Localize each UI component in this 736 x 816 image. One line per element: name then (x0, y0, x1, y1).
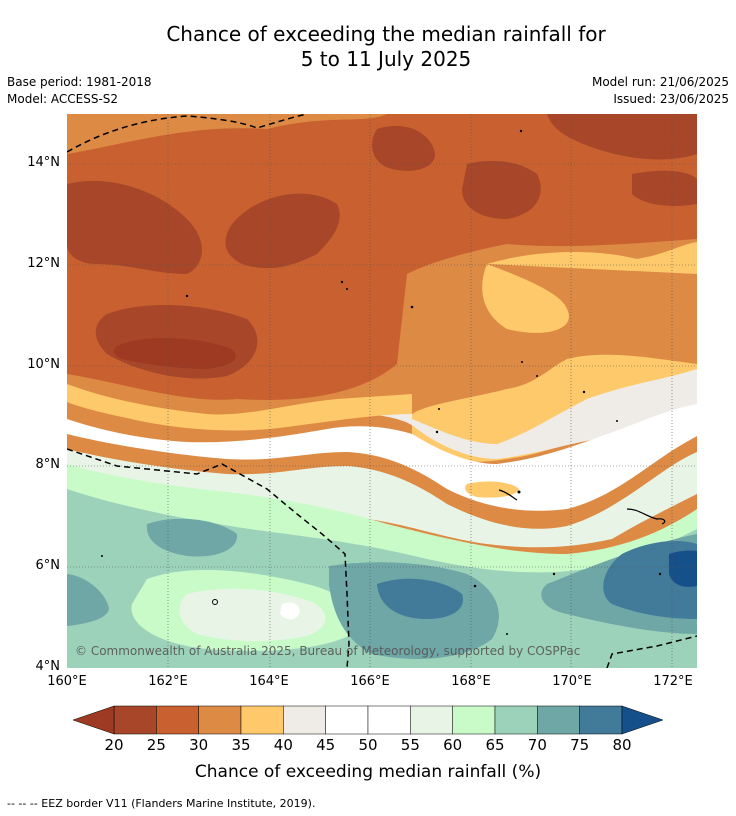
colorbar-segment (156, 705, 199, 735)
zone-over-80 (669, 550, 697, 587)
lat-label-6n: 6°N (35, 558, 61, 573)
lon-label-160e: 160°E (47, 674, 87, 689)
lat-label-4n: 4°N (35, 659, 61, 674)
lon-label-172e: 172°E (653, 674, 693, 689)
zone-35-40-band (67, 384, 412, 431)
map-title: Chance of exceeding the median rainfall … (0, 22, 736, 72)
lat-label-14n: 14°N (27, 155, 60, 170)
lon-label-164e: 164°E (249, 674, 289, 689)
colorbar-tick-label: 60 (443, 736, 463, 754)
atoll-outline-2 (498, 489, 518, 501)
lon-label-166e: 166°E (350, 674, 390, 689)
colorbar-tick-label: 55 (400, 736, 420, 754)
colorbar-tick-label: 35 (231, 736, 251, 754)
colorbar-tick-label: 50 (358, 736, 378, 754)
zone-20-25-b (225, 193, 340, 269)
title-line-1: Chance of exceeding the median rainfall … (166, 22, 606, 46)
colorbar-segment (283, 705, 326, 735)
colorbar-tick-label: 75 (570, 736, 590, 754)
eez-border (67, 114, 697, 668)
lat-label-8n: 8°N (35, 457, 61, 472)
colorbar-tick-label: 20 (104, 736, 124, 754)
lon-label-162e: 162°E (148, 674, 188, 689)
colorbar-tick-label: 80 (612, 736, 632, 754)
title-line-2: 5 to 11 July 2025 (300, 47, 472, 71)
lon-label-170e: 170°E (552, 674, 592, 689)
rainfall-map (67, 114, 697, 668)
zone-45-55 (67, 404, 697, 511)
model-run: Model run: 21/06/2025 (591, 75, 729, 89)
colorbar-segment (367, 705, 411, 735)
zone-20-25-d (462, 161, 541, 219)
colorbar-segment (579, 705, 623, 735)
lat-label-10n: 10°N (27, 357, 60, 372)
colorbar-segment (240, 705, 284, 735)
zone-under-20 (113, 338, 236, 369)
model-name: Model: ACCESS-S2 (7, 92, 119, 106)
colorbar-title: Chance of exceeding median rainfall (%) (194, 762, 542, 782)
zone-35-40-small (465, 481, 519, 498)
colorbar-segment (198, 705, 242, 735)
colorbar-segment (325, 705, 369, 735)
zone-75-80-a (377, 578, 463, 619)
colorbar-tick-label: 30 (189, 736, 209, 754)
lat-label-12n: 12°N (27, 256, 60, 271)
copyright-notice: © Commonwealth of Australia 2025, Bureau… (75, 644, 581, 658)
lon-label-168e: 168°E (451, 674, 491, 689)
eez-footnote: -- -- -- EEZ border V11 (Flanders Marine… (7, 797, 316, 810)
zone-20-25-c (372, 125, 435, 171)
base-period: Base period: 1981-2018 (7, 75, 152, 89)
colorbar-tick-label: 70 (527, 736, 547, 754)
zone-55-60 (67, 449, 697, 548)
zone-55-60-southwest (179, 588, 326, 642)
zone-70-75-a (146, 518, 238, 557)
colorbar-tick-label: 40 (273, 736, 293, 754)
colorbar-segment (452, 705, 496, 735)
colorbar-tick-label: 25 (146, 736, 166, 754)
map-panel: © Commonwealth of Australia 2025, Bureau… (67, 114, 697, 668)
issued-date: Issued: 23/06/2025 (613, 92, 729, 106)
zone-45-55-southwest (280, 602, 300, 620)
zone-30-35-patch (632, 287, 697, 312)
graticule (67, 114, 697, 668)
colorbar-tick-label: 65 (485, 736, 505, 754)
colorbar-segment (494, 705, 538, 735)
islands (101, 129, 662, 635)
zone-70-75-b (67, 574, 109, 626)
colorbar-under-arrow (73, 705, 115, 735)
zone-20-25-f (632, 170, 697, 206)
atoll-outline (626, 508, 666, 525)
colorbar-segment (113, 705, 157, 735)
zone-20-25-e (547, 114, 697, 160)
colorbar-tick-label: 45 (316, 736, 336, 754)
meta-right: Model run: 21/06/2025 Issued: 23/06/2025 (592, 74, 729, 108)
colorbar (73, 705, 663, 735)
colorbar-over-arrow (621, 705, 663, 735)
colorbar-segment (537, 705, 580, 735)
colorbar-segment (410, 705, 453, 735)
meta-left: Base period: 1981-2018 Model: ACCESS-S2 (7, 74, 152, 108)
